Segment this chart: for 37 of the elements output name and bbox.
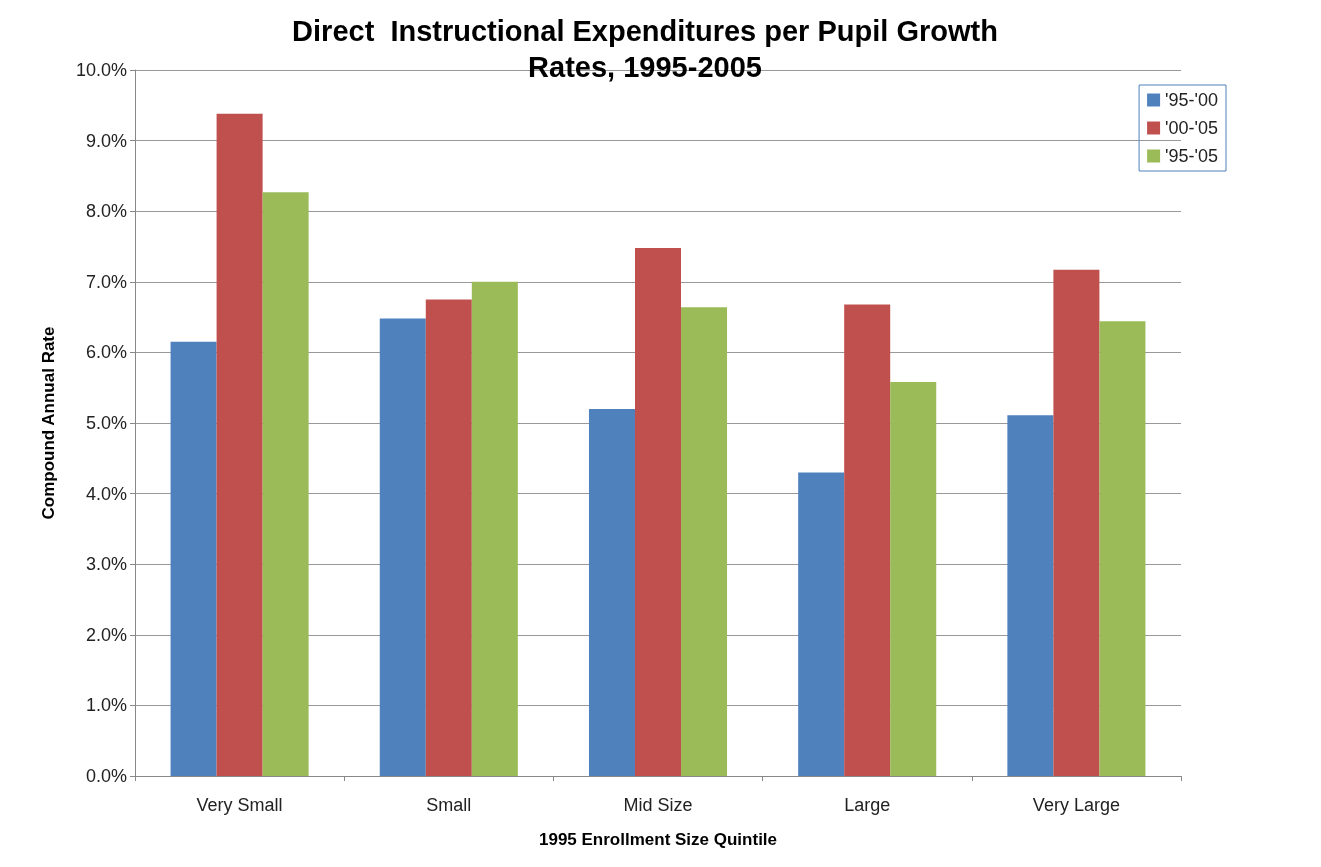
y-tick-label: 2.0%: [85, 624, 127, 645]
bar: [170, 341, 217, 776]
x-axis-title: 1995 Enrollment Size Quintile: [538, 830, 778, 849]
bar: [425, 299, 472, 776]
y-tick-label: 10.0%: [75, 60, 127, 80]
bar: [216, 113, 263, 776]
y-tick-label: 5.0%: [85, 413, 127, 433]
x-tick-label: Large: [844, 795, 891, 815]
y-tick-label: 3.0%: [85, 554, 127, 575]
bar: [798, 472, 845, 776]
bar: [1007, 415, 1054, 776]
bar: [379, 318, 426, 776]
legend-label: '95-'00: [1165, 90, 1219, 110]
legend-label: '00-'05: [1165, 118, 1219, 138]
y-tick-label: 6.0%: [85, 342, 127, 363]
chart-title: Direct Instructional Expenditures per Pupil Growth Rates, 1995-2005: [292, 15, 998, 83]
x-tick-label: Very Small: [196, 795, 283, 815]
y-tick-label: 1.0%: [85, 695, 127, 716]
y-tick-label: 7.0%: [85, 271, 127, 292]
x-tick-label: Mid Size: [623, 795, 693, 815]
y-axis-title: Compound Annual Rate: [39, 326, 58, 520]
bar: [588, 408, 635, 776]
bar: [262, 192, 309, 776]
x-tick-label: Small: [426, 795, 472, 815]
y-tick-label: 9.0%: [85, 130, 127, 151]
y-tick-label: 4.0%: [85, 483, 127, 504]
bar: [634, 247, 682, 776]
y-tick-label: 0.0%: [85, 766, 127, 786]
legend-label: '95-'05: [1165, 146, 1219, 166]
bar: [681, 307, 728, 776]
bar: [1099, 321, 1146, 776]
bar: [844, 304, 891, 776]
bar: [471, 281, 518, 776]
x-tick-label: Very Large: [1032, 795, 1120, 815]
bar: [1053, 269, 1100, 776]
y-tick-label: 8.0%: [85, 201, 127, 222]
bar: [890, 382, 937, 776]
